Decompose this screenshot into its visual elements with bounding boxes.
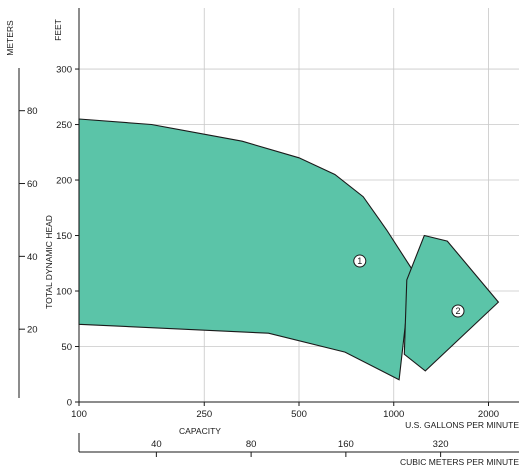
y-axis-title: TOTAL DYNAMIC HEAD — [44, 215, 54, 309]
x2-tick-label-80: 80 — [246, 439, 257, 450]
x-axis-title: CAPACITY — [179, 426, 221, 436]
region-marker-2-circle — [451, 304, 465, 318]
x-tick-label-1000: 1000 — [383, 409, 404, 420]
region-markers: 12 — [353, 254, 465, 318]
x2-tick-label-320: 320 — [433, 439, 449, 450]
x2-tick-label-40: 40 — [151, 439, 162, 450]
y-feet-tick-label-200: 200 — [56, 176, 72, 187]
y-feet-tick-label-50: 50 — [61, 342, 72, 353]
region-2 — [403, 234, 500, 372]
region-marker-1-circle — [353, 254, 367, 268]
performance-regions — [78, 118, 500, 381]
x2-unit-label: CUBIC METERS PER MINUTE — [400, 457, 519, 467]
x2-tick-label-160: 160 — [338, 439, 354, 450]
y-meters-tick-label-40: 40 — [27, 252, 38, 263]
y-feet-tick-label-300: 300 — [56, 65, 72, 76]
y-feet-tick-label-150: 150 — [56, 231, 72, 242]
tick-labels: 0 50 100 150 200 250 300 20 40 60 80 100 250 500 1000 2… — [19, 65, 499, 457]
y-feet-tick-label-0: 0 — [67, 398, 72, 409]
x-tick-label-250: 250 — [196, 409, 212, 420]
y-feet-tick-label-250: 250 — [56, 120, 72, 131]
y-meters-tick-label-80: 80 — [27, 106, 38, 117]
x-tick-label-500: 500 — [291, 409, 307, 420]
region-1 — [78, 118, 413, 381]
y-right-unit-label: FEET — [53, 19, 63, 41]
y-meters-tick-label-60: 60 — [27, 179, 38, 190]
x-tick-label-2000: 2000 — [478, 409, 499, 420]
region-marker-1-label: 1 — [357, 256, 362, 266]
y-left-unit-label: METERS — [5, 20, 15, 56]
x-tick-label-100: 100 — [71, 409, 87, 420]
y-feet-tick-label-100: 100 — [56, 287, 72, 298]
y-meters-tick-label-20: 20 — [27, 325, 38, 336]
region-marker-2-label: 2 — [455, 306, 460, 316]
x-unit-label: U.S. GALLONS PER MINUTE — [405, 420, 519, 430]
